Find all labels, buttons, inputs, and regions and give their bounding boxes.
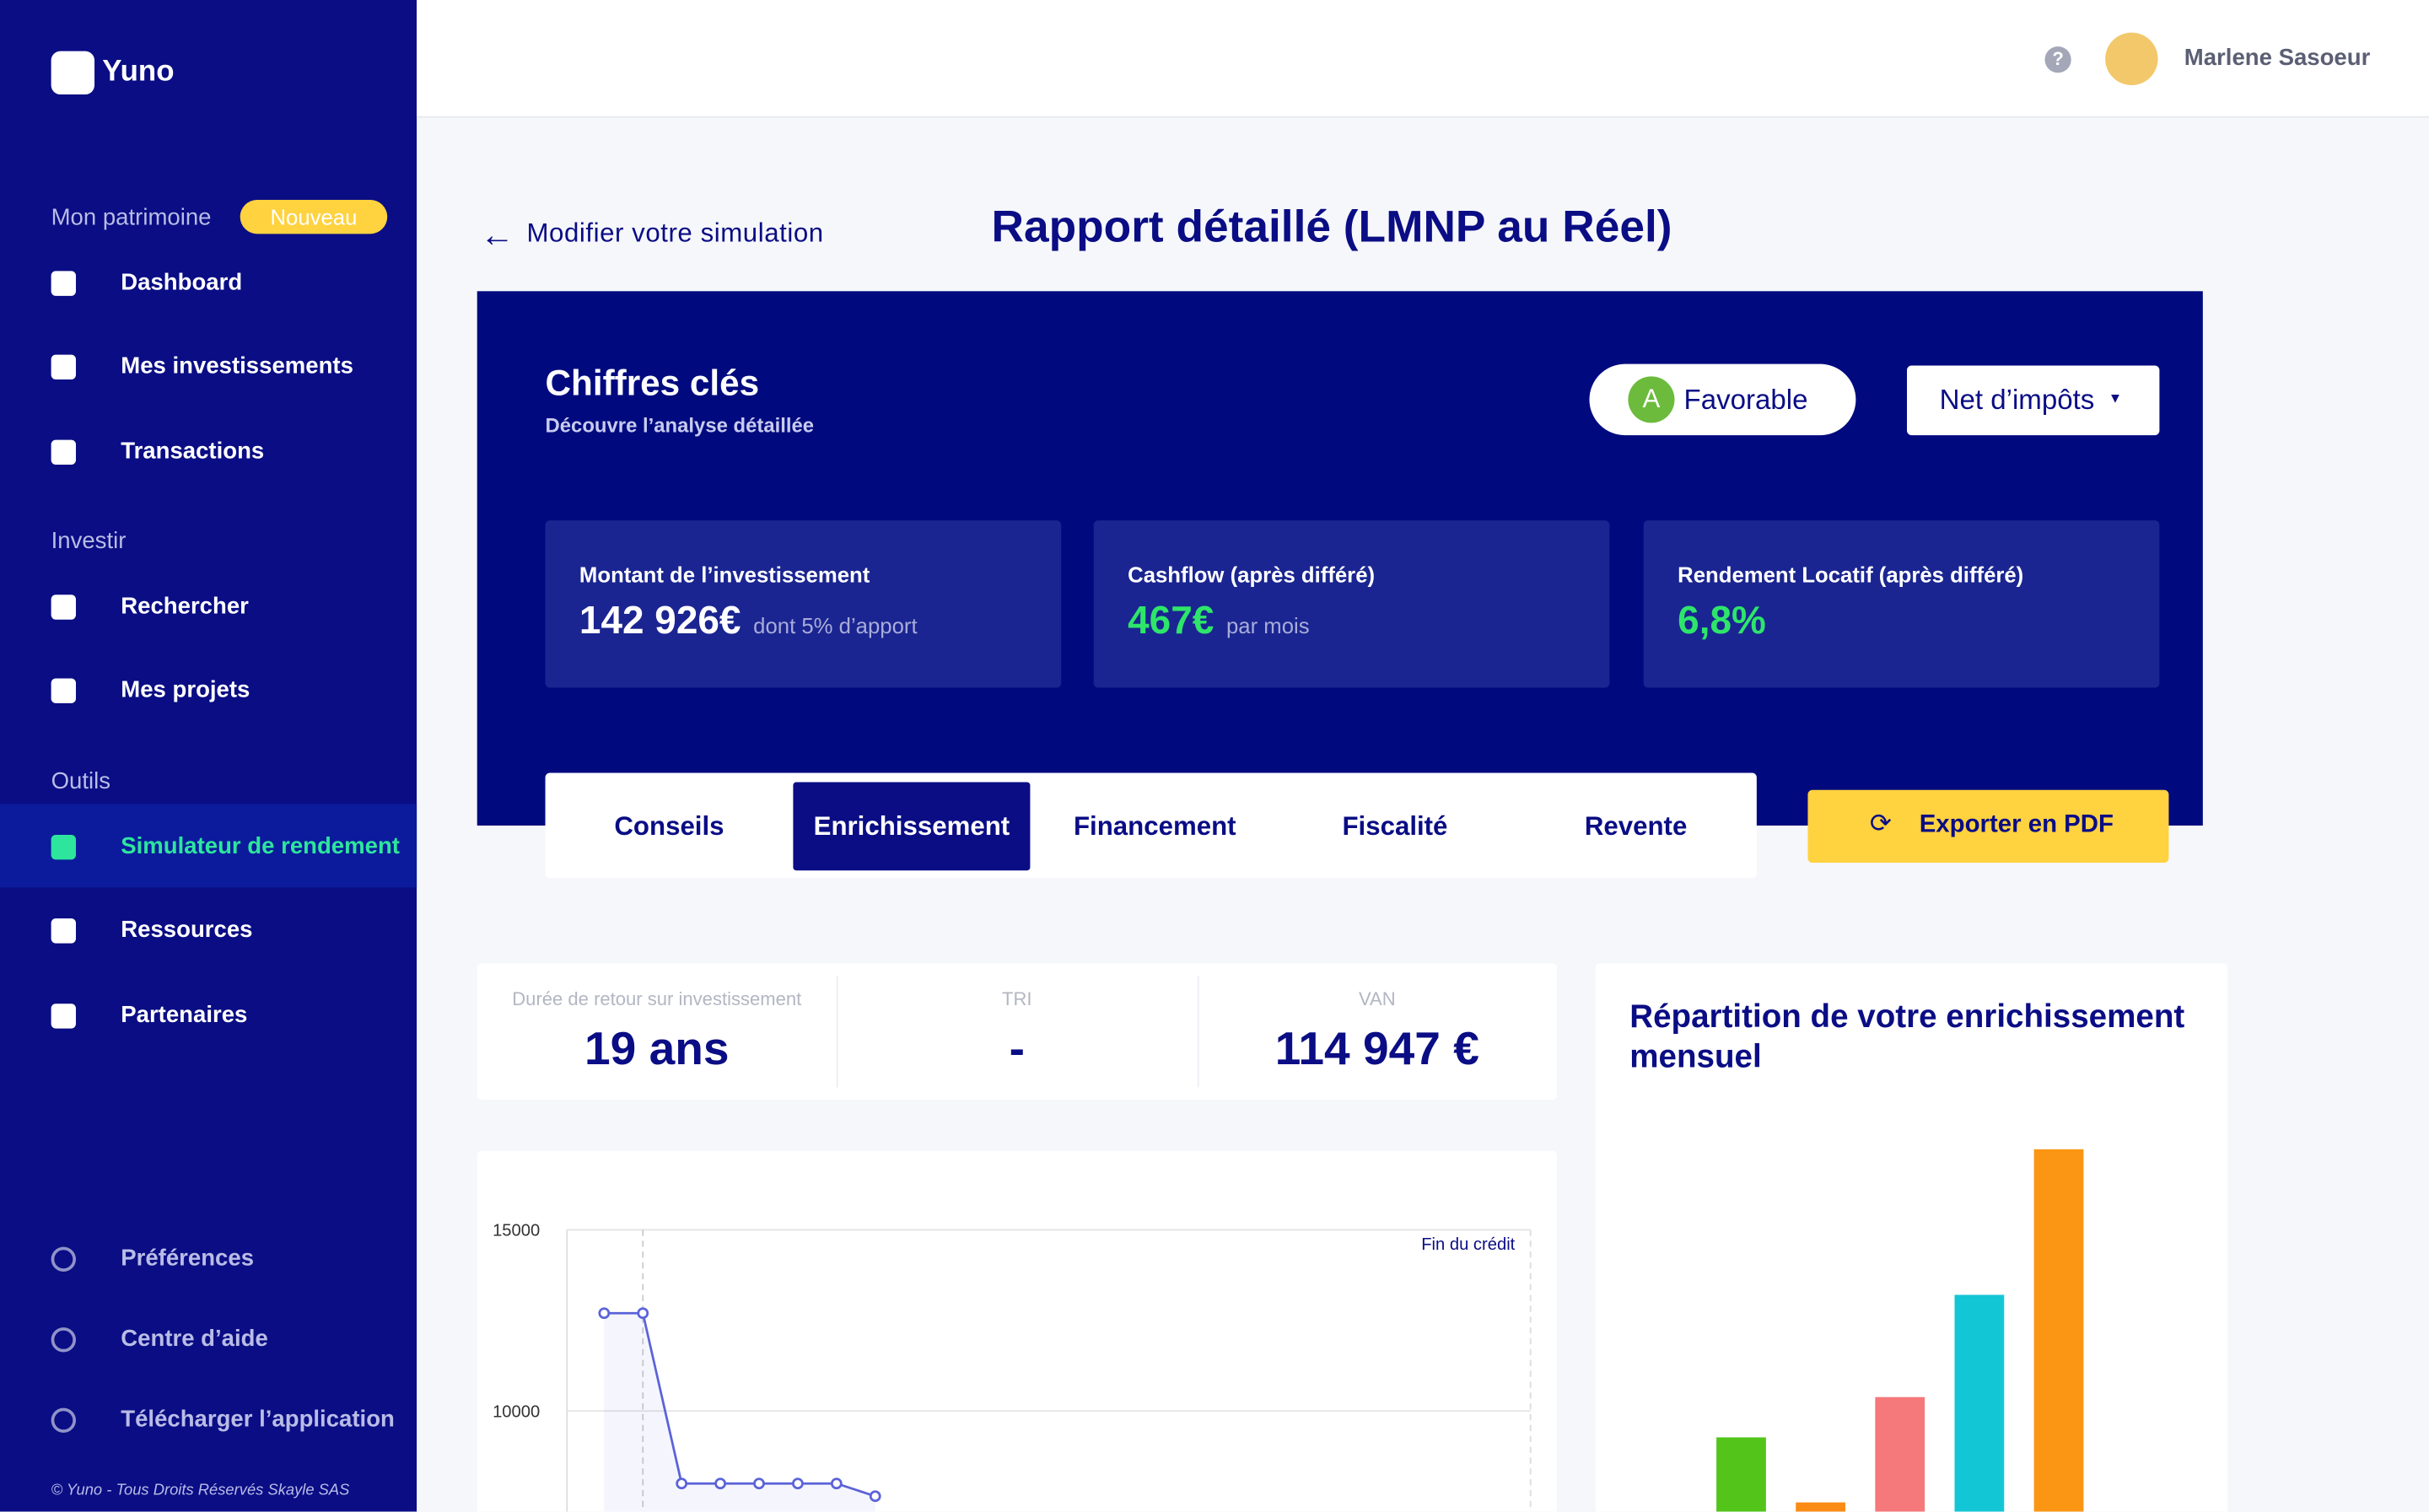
nav-item[interactable]: Simulateur de rendement: [121, 833, 400, 860]
footer-item[interactable]: Centre d’aide: [121, 1326, 268, 1353]
kpi-value: 6,8%: [1678, 599, 1766, 643]
brand: Yuno: [102, 56, 175, 89]
metric-label: Durée de retour sur investissement: [512, 987, 802, 1010]
metric-value: 19 ans: [584, 1024, 730, 1075]
help-button[interactable]: ?: [2044, 46, 2071, 73]
kpi-note: dont 5% d’apport: [753, 613, 918, 638]
kpi-value: 467€ par mois: [1128, 599, 1310, 643]
logo-icon: [51, 51, 95, 95]
tab[interactable]: Enrichissement: [813, 811, 1010, 842]
point: [830, 1477, 843, 1490]
footer-icon[interactable]: [51, 1246, 76, 1272]
bar-chart-card: Répartition de votre enrichissement mens…: [1595, 963, 2228, 1512]
metric-value: -: [1009, 1024, 1025, 1075]
bar-chart: [1716, 1149, 2084, 1512]
metrics-card: [477, 963, 1557, 1100]
export-label[interactable]: Exporter en PDF: [1919, 811, 2114, 838]
kpi-card: [1643, 520, 2160, 688]
metric-label: VAN: [1358, 987, 1396, 1010]
rating-letter: A: [1628, 376, 1675, 423]
dropdown-caret[interactable]: ▼: [2108, 390, 2123, 406]
kpi-label: Montant de l’investissement: [579, 562, 870, 588]
footer-item[interactable]: Préférences: [121, 1245, 255, 1272]
nav-item[interactable]: Partenaires: [121, 1002, 248, 1029]
point: [869, 1490, 881, 1503]
export-icon[interactable]: ⟳: [1869, 808, 1893, 838]
point: [637, 1307, 649, 1320]
bar: [1954, 1294, 2005, 1512]
kpi-card: [1093, 520, 1610, 688]
metric-value: 114 947 €: [1274, 1024, 1479, 1075]
sidebar: Yuno Nouveau © Yuno - Tous Droits Réserv…: [0, 0, 417, 1512]
point: [792, 1477, 804, 1490]
kpi-note: par mois: [1226, 613, 1310, 638]
nav-icon[interactable]: [51, 595, 76, 620]
line: [604, 1311, 876, 1498]
nav-item[interactable]: Dashboard: [121, 269, 243, 296]
back-link[interactable]: Modifier votre simulation: [526, 218, 824, 248]
tabs-bar: [545, 772, 1757, 879]
kpi-card: [545, 520, 1062, 688]
kpi-label: Rendement Locatif (après différé): [1678, 562, 2024, 588]
kpi-label: Cashflow (après différé): [1128, 562, 1376, 588]
footer-icon[interactable]: [51, 1407, 76, 1433]
tab[interactable]: Fiscalité: [1342, 811, 1448, 842]
section-title: Mon patrimoine: [51, 204, 212, 231]
point: [753, 1477, 765, 1490]
footer-item[interactable]: Télécharger l’application: [121, 1406, 395, 1433]
page-title: Rapport détaillé (LMNP au Réel): [991, 202, 1672, 253]
line-chart-card: 10000 15000 Fin du crédit: [477, 1150, 1557, 1512]
metric-divider: [836, 976, 838, 1088]
nav-item[interactable]: Rechercher: [121, 593, 249, 620]
avatar[interactable]: [2105, 32, 2158, 86]
tab-active-bg[interactable]: [793, 782, 1031, 871]
topbar: ? Marlene Sasoeur: [417, 0, 2429, 118]
panel-subtitle: Découvre l’analyse détaillée: [545, 413, 814, 437]
point: [598, 1307, 611, 1320]
bar: [1796, 1502, 1846, 1512]
section-title: Investir: [51, 528, 127, 555]
nav-item[interactable]: Transactions: [121, 438, 265, 465]
badge: Nouveau: [240, 199, 388, 234]
nav-icon[interactable]: [51, 271, 76, 296]
nav-item[interactable]: Mes investissements: [121, 352, 353, 379]
nav-item[interactable]: Mes projets: [121, 676, 250, 703]
bar: [2033, 1149, 2084, 1512]
metric-divider: [1197, 976, 1199, 1088]
nav-icon[interactable]: [51, 439, 76, 465]
nav-icon[interactable]: [51, 354, 76, 379]
copyright: © Yuno - Tous Droits Réservés Skayle SAS: [51, 1482, 350, 1499]
area: [604, 1313, 875, 1512]
nav-icon[interactable]: [51, 1004, 76, 1029]
panel-title: Chiffres clés: [545, 362, 760, 403]
tab[interactable]: Financement: [1073, 811, 1236, 842]
rating: Favorable: [1683, 384, 1808, 416]
dropdown-label[interactable]: Net d’impôts: [1939, 384, 2095, 416]
user-name[interactable]: Marlene Sasoeur: [2184, 45, 2371, 72]
back-arrow[interactable]: ←: [480, 215, 514, 255]
point: [714, 1477, 726, 1490]
point: [676, 1477, 688, 1490]
y-tick-label: 15000: [493, 1222, 540, 1240]
nav-icon[interactable]: [51, 918, 76, 944]
tax-dropdown[interactable]: [1907, 365, 2160, 436]
nav-item[interactable]: Ressources: [121, 917, 253, 944]
tab[interactable]: Revente: [1584, 811, 1688, 842]
metric-label: TRI: [1002, 987, 1032, 1010]
export-button[interactable]: [1807, 789, 2169, 864]
nav-icon[interactable]: [51, 678, 76, 703]
nav-icon[interactable]: [51, 834, 76, 860]
tab[interactable]: Conseils: [614, 811, 724, 842]
y-tick-label: 10000: [493, 1403, 540, 1422]
line-chart: 10000 15000 Fin du crédit: [493, 1222, 1532, 1512]
section-title: Outils: [51, 768, 111, 795]
bar: [1716, 1437, 1766, 1512]
kpi-value: 142 926€ dont 5% d’apport: [579, 599, 918, 643]
bar-chart-title: Répartition de votre enrichissement mens…: [1629, 998, 2185, 1075]
footer-icon[interactable]: [51, 1327, 76, 1353]
annotation: Fin du crédit: [1421, 1235, 1515, 1254]
bar: [1875, 1396, 1925, 1512]
